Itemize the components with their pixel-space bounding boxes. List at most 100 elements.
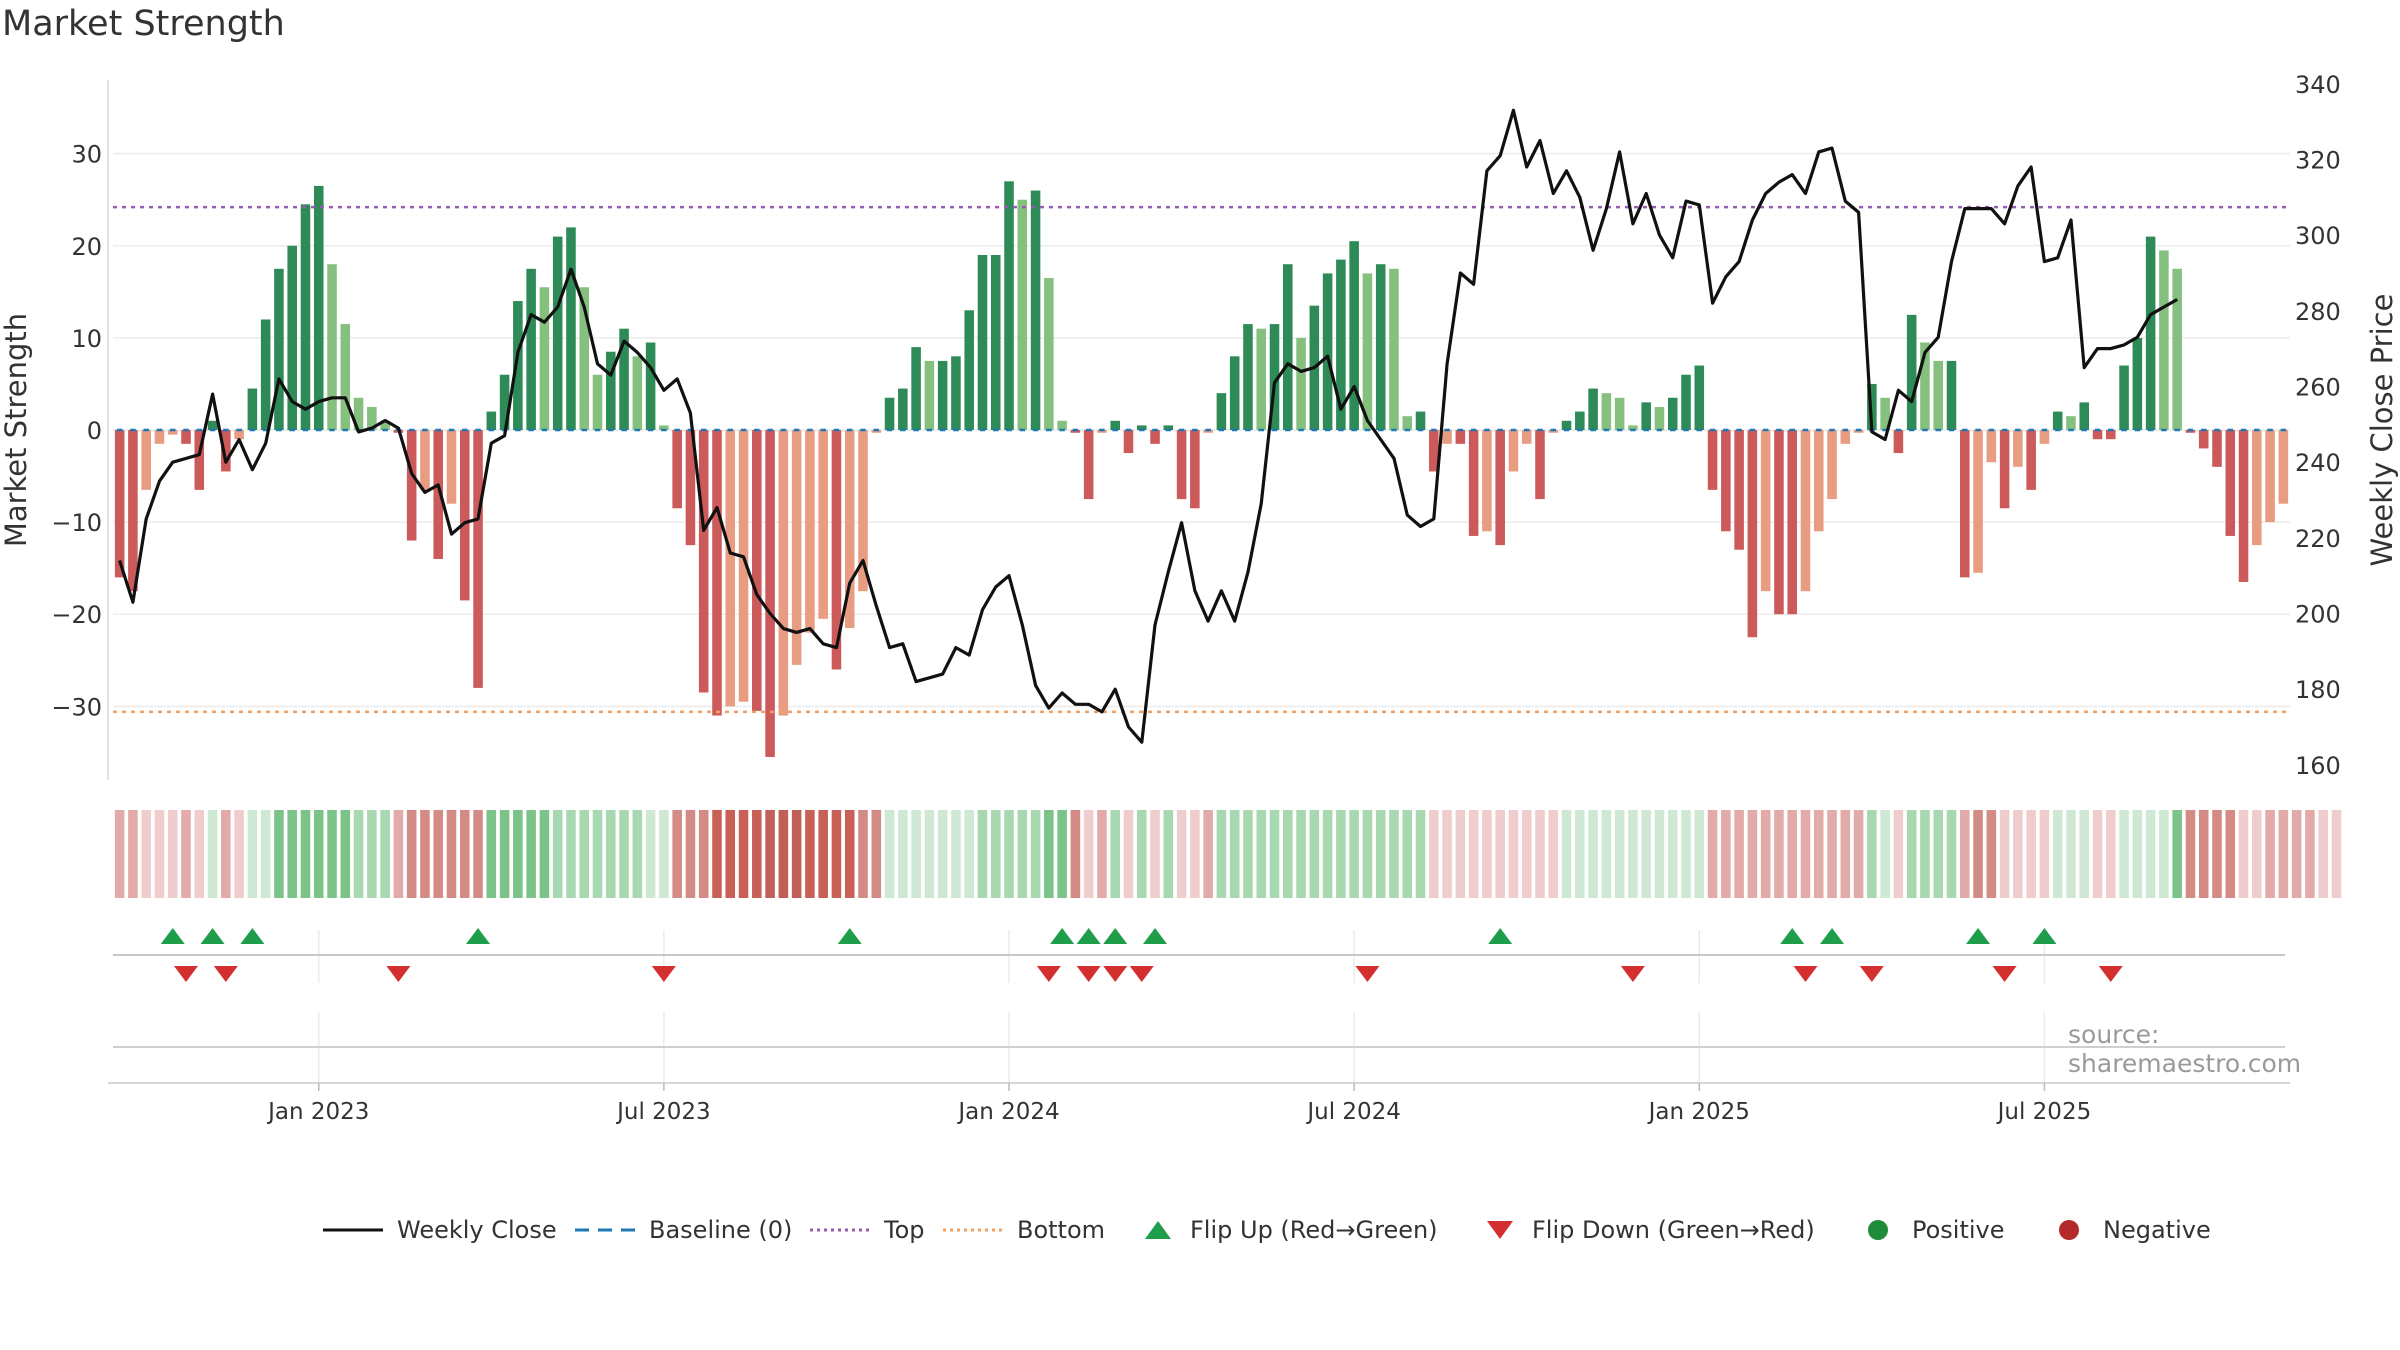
strength-bar (1097, 430, 1107, 433)
heat-strip-cell (1508, 810, 1519, 898)
y-axis-label: Market Strength (0, 313, 33, 547)
heat-strip-cell (592, 810, 603, 898)
strength-bar (752, 430, 762, 711)
strength-bar (1707, 430, 1718, 490)
strength-bar (2198, 430, 2209, 449)
strength-bar (181, 430, 191, 444)
heat-strip-cell (2265, 810, 2275, 898)
heat-strip-cell (1044, 810, 1054, 898)
flip-down-marker (1103, 966, 1128, 982)
flip-down-marker (1355, 966, 1380, 982)
strength-bar (2252, 430, 2262, 546)
heat-strip-cell (207, 810, 218, 898)
heat-strip-cell (486, 810, 497, 898)
legend-label: Positive (1912, 1216, 2005, 1244)
strength-bar (2265, 430, 2275, 523)
flip-up-marker (1050, 928, 1075, 944)
flip-up-marker (1488, 928, 1513, 944)
heat-strip-cell (818, 810, 828, 898)
strength-bar (353, 397, 364, 430)
strength-bar (327, 264, 337, 430)
y2-tick-label: 300 (2295, 222, 2341, 250)
strength-bar (1283, 264, 1293, 430)
legend-label: Flip Down (Green→Red) (1532, 1216, 1815, 1244)
strength-bar (1800, 430, 1811, 592)
heat-strip-cell (1827, 810, 1837, 898)
heat-strip-cell (499, 810, 510, 898)
heat-strip-cell (2331, 810, 2342, 898)
heat-strip-cell (1203, 810, 1213, 898)
heat-strip-cell (287, 810, 297, 898)
market-strength-chart: −30 −20 −10 0 10 20 30 160 180 200 220 240 260 280 300… (0, 71, 2399, 1125)
flip-up-marker (466, 928, 491, 944)
heat-strip-cell (313, 810, 324, 898)
heat-strip-cell (2159, 810, 2169, 898)
legend-baseline: Baseline (0) (575, 1210, 792, 1250)
strength-bar (459, 430, 470, 601)
heat-strip-cell (234, 810, 244, 898)
heat-strip-cell (513, 810, 523, 898)
heat-strip-cell (2185, 810, 2196, 898)
strength-bar (1190, 430, 1200, 509)
flip-up-marker (1966, 928, 1991, 944)
strength-bar (1628, 425, 1638, 430)
flip-down-marker (1859, 966, 1884, 982)
heat-strip-cell (194, 810, 205, 898)
heat-strip-cell (300, 810, 311, 898)
heat-strip-cell (433, 810, 444, 898)
strength-bar (1322, 273, 1333, 430)
y-tick-label: 0 (87, 417, 102, 445)
y2-axis-label: Weekly Close Price (2365, 294, 2399, 567)
heat-strip-cell (1667, 810, 1678, 898)
strength-bar (805, 430, 815, 633)
strength-bar (898, 388, 908, 430)
strength-bar (871, 430, 882, 433)
strength-bar (1959, 430, 1970, 578)
strength-bar (1243, 324, 1253, 430)
heat-strip-cell (1694, 810, 1705, 898)
strength-bar (592, 374, 603, 430)
flip-down-marker (1076, 966, 1101, 982)
strength-bar (420, 430, 430, 490)
heat-strip-cell (2198, 810, 2209, 898)
heat-strip-cell (1681, 810, 1691, 898)
heat-strip-cell (977, 810, 988, 898)
heat-strip-cell (765, 810, 775, 898)
flip-up-marker (160, 928, 185, 944)
strength-bar (659, 425, 669, 430)
heat-strip-cell (1429, 810, 1439, 898)
legend-positive: Positive (1864, 1210, 2005, 1250)
heat-strip-cell (1017, 810, 1028, 898)
heat-strip-cell (2291, 810, 2302, 898)
strength-bar (1176, 430, 1187, 500)
strength-bar (1760, 430, 1771, 592)
strength-bar (2026, 430, 2036, 490)
heat-strip-cell (1760, 810, 1771, 898)
heat-strip-cell (1229, 810, 1240, 898)
heat-strip-cell (858, 810, 868, 898)
heat-strip-cell (1853, 810, 1864, 898)
heat-strip-cell (380, 810, 390, 898)
heat-strip-cell (1654, 810, 1665, 898)
strength-bar (1070, 430, 1081, 433)
y2-tick-label: 280 (2295, 298, 2341, 326)
strength-bar (632, 356, 643, 430)
strength-bar (1601, 393, 1612, 430)
heat-strip-cell (367, 810, 377, 898)
strength-bar (1561, 420, 1572, 430)
strength-bar (499, 374, 510, 430)
y2-tick-label: 260 (2295, 373, 2341, 401)
heat-strip-cell (2079, 810, 2090, 898)
heat-strip-cell (128, 810, 138, 898)
bottom-swatch (943, 1228, 1003, 1232)
strength-bar (1535, 430, 1545, 500)
strength-bar (2225, 430, 2236, 536)
heat-strip-cell (698, 810, 709, 898)
heat-strip-cell (1721, 810, 1731, 898)
heat-strip-cell (1375, 810, 1386, 898)
heat-strip-cell (1389, 810, 1399, 898)
heat-strip-cell (1057, 810, 1067, 898)
heat-strip-cell (725, 810, 736, 898)
heat-strip-cell (632, 810, 643, 898)
heat-strip-cell (1893, 810, 1904, 898)
